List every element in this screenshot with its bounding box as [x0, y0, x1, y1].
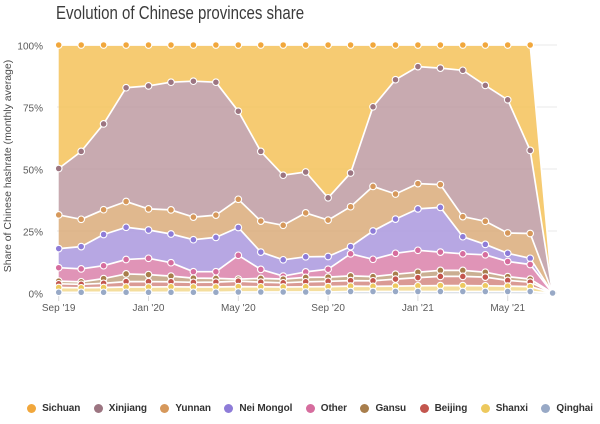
- svg-text:Sep '20: Sep '20: [311, 303, 345, 314]
- svg-text:100%: 100%: [17, 41, 43, 52]
- svg-text:Share of Chinese hashrate (mon: Share of Chinese hashrate (monthly avera…: [2, 60, 14, 272]
- svg-text:75%: 75%: [23, 103, 43, 114]
- svg-text:May '20: May '20: [221, 303, 256, 314]
- svg-text:May '21: May '21: [490, 303, 525, 314]
- svg-text:25%: 25%: [23, 227, 43, 238]
- svg-text:0%: 0%: [29, 289, 44, 300]
- svg-text:50%: 50%: [23, 165, 43, 176]
- svg-text:Sep '19: Sep '19: [42, 303, 76, 314]
- svg-text:Jan '20: Jan '20: [133, 303, 165, 314]
- svg-text:Jan '21: Jan '21: [402, 303, 434, 314]
